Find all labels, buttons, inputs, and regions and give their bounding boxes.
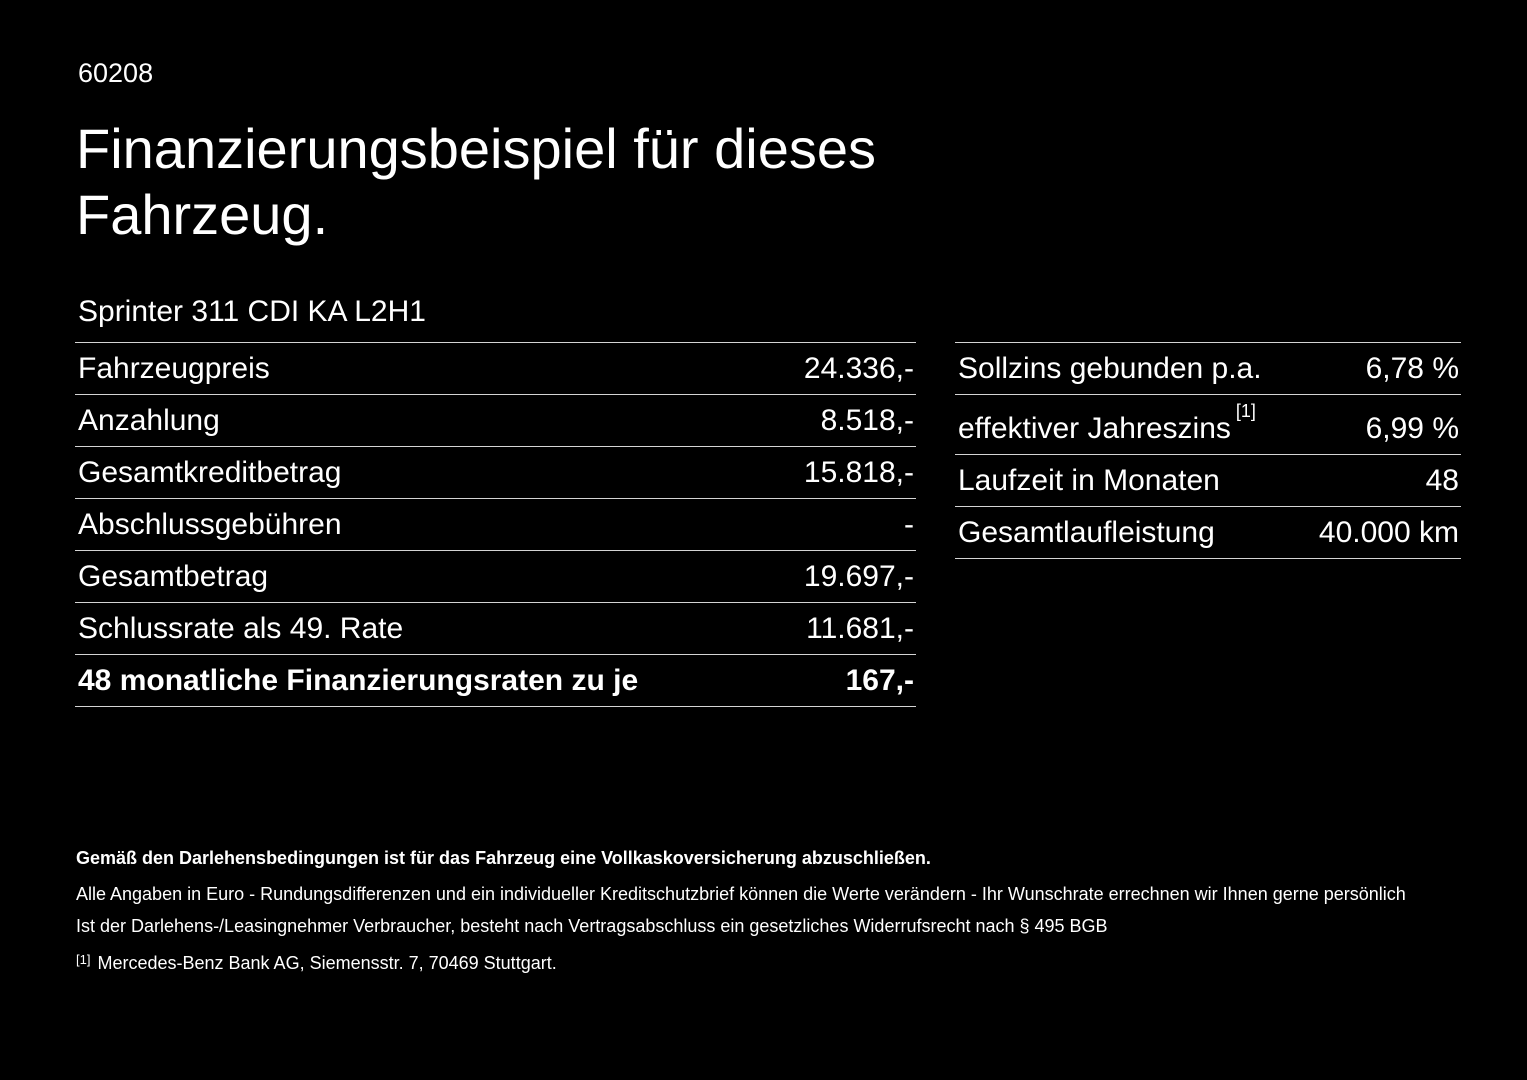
doc-number: 60208	[78, 58, 154, 88]
table-row-monthly-rate: 48 monatliche Finanzierungsraten zu je 1…	[75, 654, 916, 707]
footnote-ref-marker: [1]	[76, 952, 91, 967]
table-row: Anzahlung 8.518,-	[75, 394, 916, 446]
row-value: 24.336,-	[803, 352, 914, 385]
table-row: Fahrzeugpreis 24.336,-	[75, 342, 916, 394]
page-title: Finanzierungsbeispiel für dieses Fahrzeu…	[76, 117, 876, 246]
row-value: 6,99 %	[1365, 412, 1459, 445]
table-row: Gesamtkreditbetrag 15.818,-	[75, 446, 916, 498]
row-label: Abschlussgebühren	[78, 508, 342, 541]
table-row: Gesamtbetrag 19.697,-	[75, 550, 916, 602]
row-label: effektiver Jahreszins[1]	[958, 401, 1256, 446]
table-row: Gesamtlaufleistung 40.000 km	[955, 506, 1461, 559]
row-value: 48	[1425, 464, 1459, 497]
row-value: 6,78 %	[1365, 352, 1459, 385]
footnote-withdrawal-note: Ist der Darlehens-/Leasingnehmer Verbrau…	[76, 916, 1108, 936]
row-label: 48 monatliche Finanzierungsraten zu je	[78, 664, 639, 697]
row-label: Schlussrate als 49. Rate	[78, 612, 404, 645]
table-row: Abschlussgebühren -	[75, 498, 916, 550]
footnote-marker: [1]	[1235, 401, 1256, 421]
vehicle-model: Sprinter 311 CDI KA L2H1	[78, 295, 426, 328]
financing-table-right: Sollzins gebunden p.a. 6,78 % effektiver…	[955, 342, 1461, 559]
row-label: Anzahlung	[78, 404, 220, 437]
table-row: Laufzeit in Monaten 48	[955, 454, 1461, 506]
row-label: Sollzins gebunden p.a.	[958, 352, 1262, 385]
row-label-text: effektiver Jahreszins	[958, 412, 1231, 445]
footnote-ref-text: Mercedes-Benz Bank AG, Siemensstr. 7, 70…	[97, 953, 557, 973]
row-value: 19.697,-	[803, 560, 914, 593]
row-value: 8.518,-	[820, 404, 914, 437]
row-label: Gesamtkreditbetrag	[78, 456, 342, 489]
table-row: effektiver Jahreszins[1] 6,99 %	[955, 394, 1461, 454]
row-label: Gesamtlaufleistung	[958, 516, 1215, 549]
row-value: 167,-	[845, 664, 914, 697]
row-value: 40.000 km	[1318, 516, 1459, 549]
footnote-insurance: Gemäß den Darlehensbedingungen ist für d…	[76, 848, 931, 868]
footnote-reference: [1] Mercedes-Benz Bank AG, Siemensstr. 7,…	[76, 951, 1456, 977]
financing-table-left: Fahrzeugpreis 24.336,- Anzahlung 8.518,-…	[75, 342, 916, 707]
row-value: 11.681,-	[806, 612, 914, 645]
footnotes: Gemäß den Darlehensbedingungen ist für d…	[76, 846, 1456, 985]
table-row: Sollzins gebunden p.a. 6,78 %	[955, 342, 1461, 394]
row-value: 15.818,-	[803, 456, 914, 489]
table-row: Schlussrate als 49. Rate 11.681,-	[75, 602, 916, 654]
row-value: -	[904, 508, 914, 541]
footnote-euro-note: Alle Angaben in Euro - Rundungsdifferenz…	[76, 884, 1406, 904]
row-label: Fahrzeugpreis	[78, 352, 270, 385]
row-label: Laufzeit in Monaten	[958, 464, 1220, 497]
row-label: Gesamtbetrag	[78, 560, 269, 593]
